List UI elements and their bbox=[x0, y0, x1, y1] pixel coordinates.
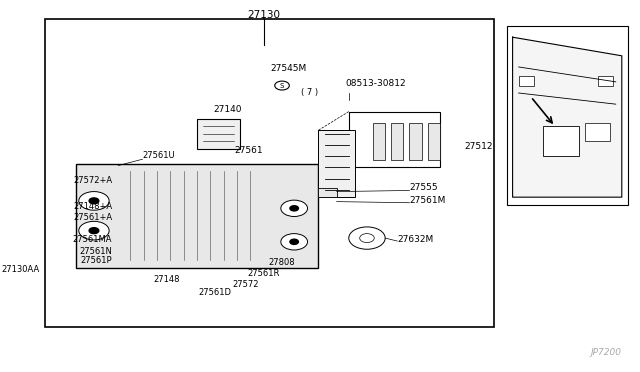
Circle shape bbox=[290, 206, 298, 211]
Bar bbox=[197, 119, 239, 149]
Bar bbox=[45, 19, 494, 327]
Circle shape bbox=[89, 198, 99, 204]
Bar bbox=[586, 123, 610, 141]
Text: JP7200: JP7200 bbox=[591, 348, 622, 357]
Polygon shape bbox=[513, 37, 622, 197]
Text: 27555: 27555 bbox=[410, 183, 438, 192]
Text: 27808: 27808 bbox=[269, 258, 295, 267]
Text: 27561M: 27561M bbox=[410, 196, 446, 205]
Text: ( 7 ): ( 7 ) bbox=[301, 88, 318, 97]
Text: 27561MA: 27561MA bbox=[73, 235, 112, 244]
Bar bbox=[391, 123, 403, 160]
Text: 27561+A: 27561+A bbox=[73, 213, 112, 222]
Text: 27148: 27148 bbox=[154, 275, 180, 283]
Text: 27512: 27512 bbox=[464, 142, 493, 151]
Bar bbox=[76, 164, 319, 268]
Circle shape bbox=[79, 221, 109, 240]
Bar bbox=[428, 123, 440, 160]
Bar bbox=[543, 126, 579, 156]
Text: 27130AA: 27130AA bbox=[1, 265, 39, 274]
Circle shape bbox=[281, 200, 308, 217]
Text: 08513-30812: 08513-30812 bbox=[346, 78, 406, 87]
Text: 27632M: 27632M bbox=[397, 235, 433, 244]
Bar bbox=[349, 112, 440, 167]
Text: 27561U: 27561U bbox=[143, 151, 175, 160]
Bar bbox=[518, 76, 534, 86]
Bar bbox=[319, 130, 355, 197]
Circle shape bbox=[290, 239, 298, 244]
Circle shape bbox=[281, 234, 308, 250]
Circle shape bbox=[349, 227, 385, 249]
Text: 27148+A: 27148+A bbox=[73, 202, 112, 211]
Bar bbox=[373, 123, 385, 160]
Text: 27572+A: 27572+A bbox=[73, 176, 112, 185]
Text: 27130: 27130 bbox=[247, 10, 280, 20]
Text: 27561: 27561 bbox=[234, 145, 263, 154]
Text: 27561P: 27561P bbox=[81, 256, 112, 265]
Circle shape bbox=[79, 192, 109, 210]
Text: 27545M: 27545M bbox=[270, 64, 306, 73]
Circle shape bbox=[360, 234, 374, 243]
Text: 27140: 27140 bbox=[213, 105, 242, 113]
Bar bbox=[319, 188, 337, 197]
Circle shape bbox=[89, 228, 99, 234]
Bar bbox=[410, 123, 422, 160]
Text: S: S bbox=[280, 83, 284, 89]
Text: 27561R: 27561R bbox=[248, 269, 280, 278]
Text: 27561N: 27561N bbox=[79, 247, 112, 256]
Text: 27561D: 27561D bbox=[199, 288, 232, 296]
Text: 27572: 27572 bbox=[232, 280, 259, 289]
Bar bbox=[598, 76, 612, 86]
Bar bbox=[506, 26, 628, 205]
